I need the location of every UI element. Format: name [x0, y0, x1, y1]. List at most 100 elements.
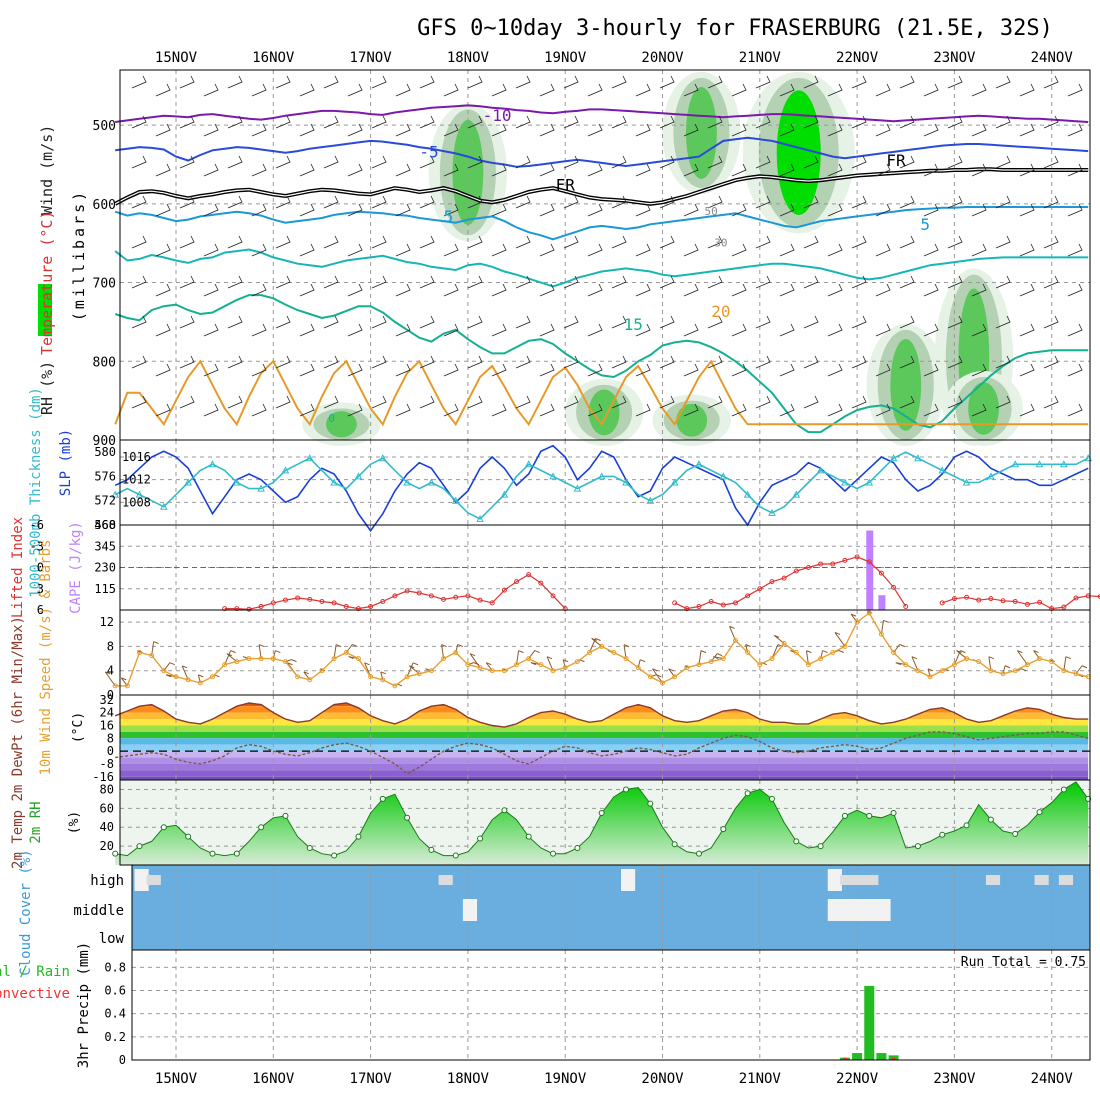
wind-speed-point	[708, 659, 714, 665]
precip-convective-bar	[842, 1057, 847, 1060]
wind-barb	[155, 323, 171, 337]
wind-barb	[491, 283, 507, 297]
wind-barb	[587, 203, 603, 217]
wind-barb	[467, 275, 483, 289]
contour-label: 20	[711, 302, 730, 321]
temp-tick-label: 0	[107, 744, 114, 758]
wind-barb	[731, 243, 747, 257]
rh-point	[233, 850, 240, 857]
wind-barb	[587, 163, 603, 177]
rh-point	[501, 807, 508, 814]
wind-barb	[779, 243, 795, 257]
rh-point	[768, 795, 775, 802]
wind-barb	[851, 155, 867, 169]
wind-barb	[395, 123, 411, 137]
wind-barb	[203, 83, 219, 97]
wind-barb	[455, 644, 463, 653]
date-label-bottom: 17NOV	[350, 1071, 393, 1087]
thickness-point	[622, 478, 630, 486]
wind-barb	[395, 83, 411, 97]
date-label-top: 19NOV	[544, 50, 587, 66]
wind-barb	[155, 283, 171, 297]
temp-band	[120, 725, 1089, 732]
wind-barb	[875, 123, 891, 137]
wind-barb	[467, 235, 483, 249]
wind-barb	[467, 395, 483, 409]
rh-point	[720, 826, 727, 833]
wind-barb	[1067, 403, 1083, 417]
date-label-top: 21NOV	[739, 50, 782, 66]
rh-tick-label: 40	[100, 820, 114, 834]
date-label-top: 20NOV	[641, 50, 684, 66]
millibars-label-group: (millibars)	[70, 189, 88, 321]
wind-barb	[635, 123, 651, 137]
precip-total-bar	[864, 985, 875, 1060]
wind-speed-point	[781, 640, 787, 646]
wind-barb	[515, 155, 531, 169]
wind-barb	[131, 155, 147, 169]
wind-barb	[731, 323, 747, 337]
wind-barb	[947, 75, 963, 89]
lifted-index-point	[891, 584, 897, 590]
wind-speed-point	[635, 665, 641, 671]
wind-speed-point	[1000, 671, 1006, 677]
wind-speed-point	[453, 650, 459, 655]
temp-band	[120, 712, 1089, 720]
rh-point	[428, 846, 435, 853]
wind-barb	[827, 243, 843, 257]
wind-barb	[347, 163, 363, 177]
wind-barb	[911, 656, 919, 671]
wind-barb	[104, 671, 116, 687]
wind-axis-label: Wind (m/s)	[38, 125, 56, 215]
wind-barb	[491, 323, 507, 337]
wind-barb	[779, 323, 795, 337]
thickness-tick-label: 572	[94, 494, 116, 508]
wind-speed-point	[891, 650, 897, 655]
precip-tick-label: 0.6	[104, 984, 126, 998]
wind-barb	[899, 235, 915, 249]
wind-barb	[197, 674, 204, 683]
wind-barb	[347, 363, 363, 377]
date-label-bottom: 18NOV	[447, 1071, 490, 1087]
wind-speed-point	[769, 656, 775, 662]
wind-barb	[803, 355, 819, 369]
wind-barb	[155, 163, 171, 177]
wind-barb	[803, 395, 819, 409]
wind-barb	[323, 355, 339, 369]
wind-barb	[899, 315, 915, 329]
temp-tick-label: -8	[100, 757, 114, 771]
wind-speed-point	[173, 674, 179, 680]
wind-barb	[203, 203, 219, 217]
wind-barb	[467, 195, 483, 209]
rh-point	[987, 816, 994, 823]
wind-barb	[947, 395, 963, 409]
wind-barb	[251, 203, 267, 217]
wind-barb	[923, 83, 939, 97]
wind-barb	[947, 355, 963, 369]
lifted-index-line	[224, 573, 566, 610]
wind-speed-point	[818, 656, 824, 662]
wind-tick-label: 12	[100, 615, 114, 629]
wind-barb	[659, 395, 675, 409]
wind-speed-point	[1024, 662, 1030, 668]
wind-barb	[395, 323, 411, 337]
date-label-top: 23NOV	[933, 50, 976, 66]
rh-point	[841, 812, 848, 819]
wind-barb	[899, 355, 915, 369]
rh-point	[379, 795, 386, 802]
wind-barb	[539, 283, 555, 297]
freezing-level-line-inner	[114, 168, 1089, 205]
date-label-top: 16NOV	[252, 50, 295, 66]
cape-tick-label: 230	[94, 561, 116, 575]
wind-barb	[851, 315, 867, 329]
wind-barb	[131, 235, 147, 249]
wind-barb	[611, 395, 627, 409]
wind-speed-point	[562, 665, 568, 671]
rh-shade-core	[776, 90, 821, 215]
wind-barb	[755, 115, 771, 129]
wind-barb	[131, 195, 147, 209]
thickness-point	[500, 490, 509, 498]
wind-barb	[1019, 83, 1035, 97]
lifted-index-line	[674, 556, 907, 610]
date-label-top: 22NOV	[836, 50, 879, 66]
